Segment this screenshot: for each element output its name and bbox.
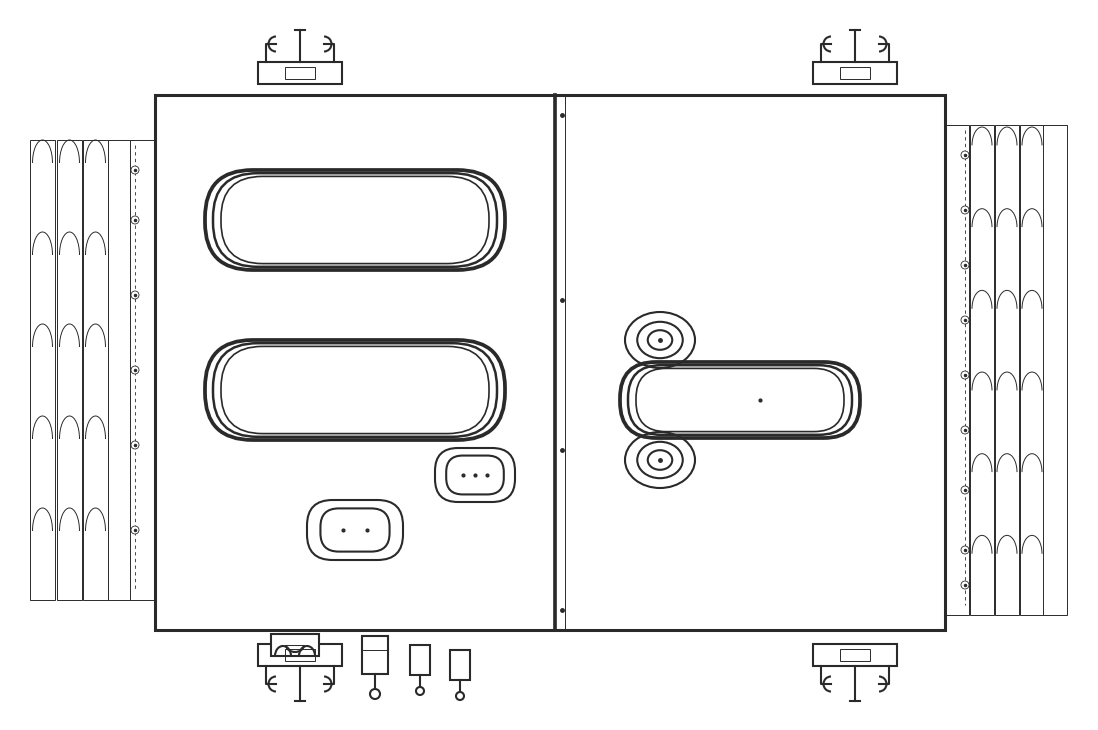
Circle shape: [370, 689, 380, 699]
Circle shape: [961, 316, 970, 324]
Bar: [995, 125, 1019, 615]
Circle shape: [961, 546, 970, 554]
Circle shape: [131, 366, 139, 374]
Bar: [285, 649, 315, 661]
FancyBboxPatch shape: [221, 347, 489, 434]
Bar: [1043, 125, 1067, 615]
Circle shape: [961, 151, 970, 159]
Circle shape: [131, 441, 139, 449]
Bar: [83, 140, 108, 600]
Bar: [1020, 125, 1044, 615]
Bar: [410, 645, 430, 675]
Circle shape: [961, 426, 970, 434]
Bar: [108, 140, 133, 600]
Bar: [271, 634, 320, 656]
Circle shape: [416, 687, 424, 695]
Circle shape: [961, 581, 970, 589]
Circle shape: [961, 371, 970, 379]
Bar: [970, 125, 994, 615]
Bar: [840, 67, 870, 79]
Bar: [840, 649, 870, 661]
Circle shape: [961, 206, 970, 214]
Circle shape: [961, 486, 970, 494]
Bar: [285, 67, 315, 79]
Bar: [450, 650, 470, 680]
Bar: [813, 644, 897, 666]
Circle shape: [131, 291, 139, 299]
Bar: [130, 140, 155, 600]
Circle shape: [131, 166, 139, 174]
Bar: [258, 644, 341, 666]
FancyBboxPatch shape: [636, 369, 844, 431]
Bar: [362, 636, 388, 674]
Bar: [57, 140, 82, 600]
Bar: [258, 62, 341, 84]
Circle shape: [131, 216, 139, 224]
Bar: [30, 140, 55, 600]
Bar: [945, 125, 970, 615]
Bar: [155, 95, 945, 630]
Circle shape: [131, 526, 139, 534]
Circle shape: [961, 261, 970, 269]
Bar: [813, 62, 897, 84]
Circle shape: [456, 692, 464, 700]
FancyBboxPatch shape: [221, 177, 489, 264]
